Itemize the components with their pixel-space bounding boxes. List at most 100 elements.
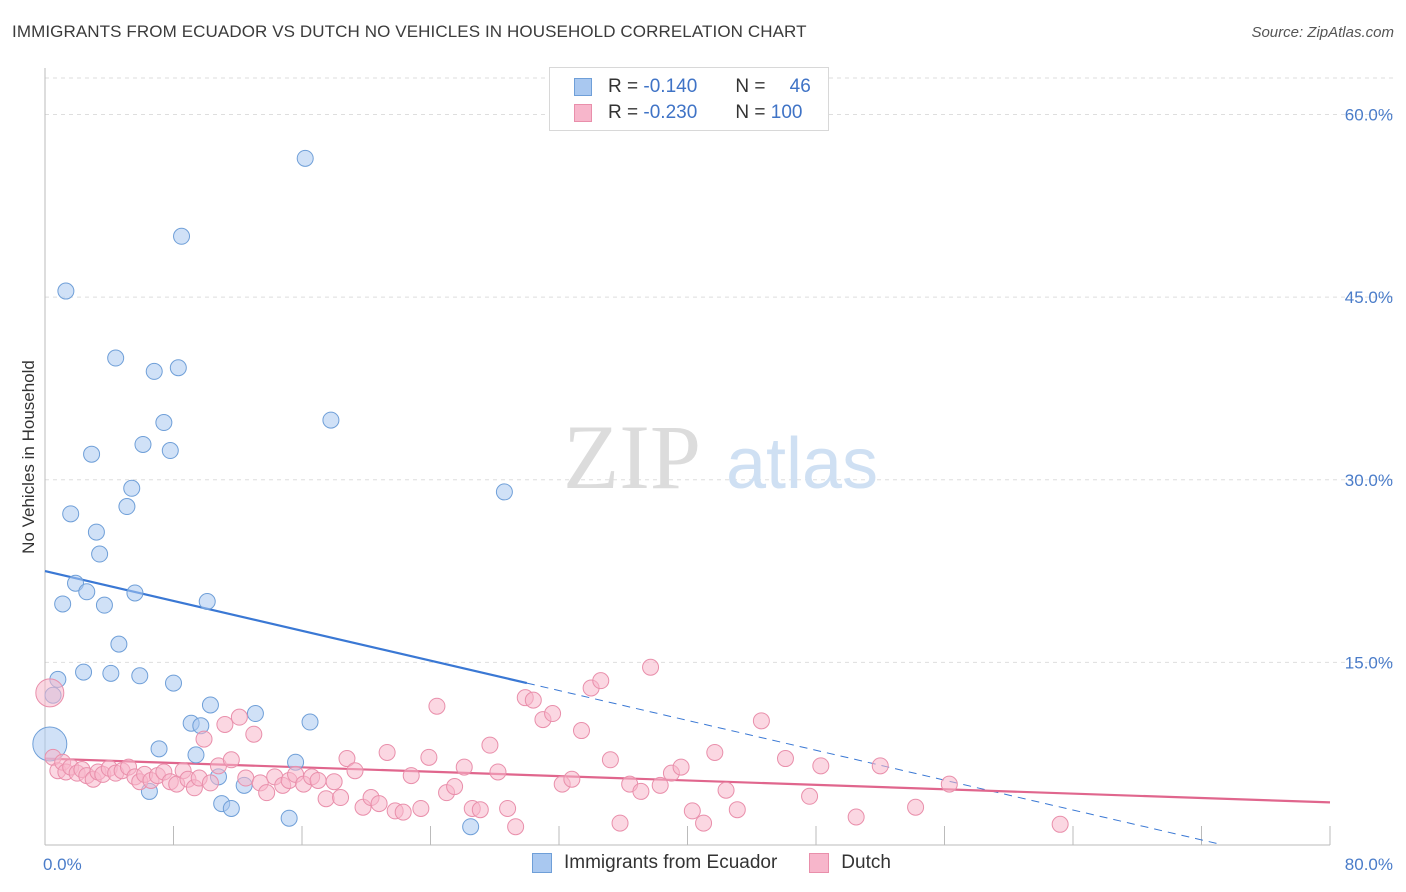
point-ecuador bbox=[495, 483, 513, 501]
point-dutch bbox=[378, 743, 396, 761]
point-dutch bbox=[801, 787, 819, 805]
x-tick-label: 0.0% bbox=[43, 855, 82, 874]
y-axis-label: No Vehicles in Household bbox=[19, 360, 38, 554]
point-ecuador bbox=[169, 359, 187, 377]
point-dutch bbox=[222, 751, 240, 769]
point-ecuador bbox=[165, 674, 182, 692]
point-dutch bbox=[776, 750, 794, 768]
watermark-zip: ZIP bbox=[563, 406, 701, 508]
grid-lines bbox=[45, 77, 1395, 663]
y-tick-label: 15.0% bbox=[1345, 653, 1393, 672]
point-dutch bbox=[695, 814, 713, 832]
bottom-legend-label: Dutch bbox=[841, 852, 891, 873]
point-dutch bbox=[611, 814, 629, 832]
point-dutch bbox=[446, 778, 464, 796]
point-ecuador bbox=[198, 593, 216, 611]
point-dutch bbox=[455, 758, 473, 776]
point-dutch bbox=[325, 773, 343, 791]
point-ecuador bbox=[246, 705, 264, 723]
point-dutch bbox=[402, 767, 420, 785]
data-points bbox=[32, 149, 1069, 836]
point-dutch bbox=[481, 736, 499, 754]
point-dutch bbox=[871, 757, 889, 775]
point-dutch bbox=[370, 795, 388, 813]
tick-labels: 15.0% 30.0% 45.0% 60.0% 0.0% 80.0% bbox=[43, 106, 1393, 874]
bottom-legend-item-ecuador[interactable]: Immigrants from Ecuador bbox=[532, 852, 777, 874]
point-ecuador bbox=[296, 149, 314, 167]
chart-title: IMMIGRANTS FROM ECUADOR VS DUTCH NO VEHI… bbox=[12, 22, 807, 41]
point-ecuador bbox=[322, 411, 340, 429]
point-ecuador bbox=[145, 362, 163, 380]
point-dutch bbox=[507, 818, 525, 836]
point-dutch bbox=[907, 798, 925, 816]
legend-n-label: N = bbox=[735, 76, 766, 97]
point-dutch bbox=[309, 771, 327, 789]
x-tick-label: 80.0% bbox=[1345, 855, 1393, 874]
point-ecuador bbox=[123, 479, 141, 497]
trend-lines bbox=[44, 569, 1331, 845]
chart-source: Source: ZipAtlas.com bbox=[1251, 24, 1394, 41]
point-ecuador bbox=[134, 435, 152, 453]
legend-swatch-dutch bbox=[574, 104, 592, 122]
point-ecuador bbox=[91, 545, 109, 563]
bottom-legend-label: Immigrants from Ecuador bbox=[564, 852, 778, 873]
point-dutch bbox=[706, 743, 724, 761]
point-dutch bbox=[651, 776, 669, 794]
legend-box: R = -0.140 N = 46 R = -0.230 N = 100 bbox=[549, 67, 829, 131]
point-dutch bbox=[672, 758, 690, 776]
point-dutch bbox=[642, 658, 660, 676]
point-ecuador bbox=[54, 595, 72, 613]
legend-row-dutch: R = -0.230 N = 100 bbox=[574, 100, 811, 126]
point-ecuador bbox=[118, 498, 136, 516]
point-ecuador bbox=[301, 713, 319, 731]
point-ecuador bbox=[67, 574, 85, 592]
point-ecuador bbox=[62, 505, 80, 523]
point-ecuador bbox=[78, 583, 96, 601]
point-dutch bbox=[499, 799, 517, 817]
bottom-legend-item-dutch[interactable]: Dutch bbox=[809, 852, 891, 874]
trend-line-dutch bbox=[44, 757, 1331, 804]
legend-row-ecuador: R = -0.140 N = 46 bbox=[574, 74, 811, 100]
point-dutch bbox=[394, 803, 412, 821]
point-ecuador bbox=[95, 596, 113, 614]
point-dutch bbox=[332, 789, 350, 807]
axes bbox=[44, 68, 1331, 846]
point-ecuador bbox=[462, 818, 480, 836]
point-ecuador bbox=[161, 442, 179, 460]
point-ecuador bbox=[150, 740, 168, 758]
point-ecuador bbox=[83, 445, 101, 463]
point-ecuador bbox=[57, 282, 75, 300]
point-dutch bbox=[632, 782, 650, 800]
point-dutch bbox=[601, 751, 619, 769]
point-dutch bbox=[717, 781, 735, 799]
point-dutch bbox=[346, 762, 364, 780]
point-ecuador bbox=[87, 523, 105, 541]
y-tick-label: 30.0% bbox=[1345, 471, 1393, 490]
point-dutch bbox=[201, 774, 219, 792]
point-ecuador bbox=[126, 584, 144, 602]
point-dutch bbox=[237, 769, 255, 787]
legend-n-value: 100 bbox=[770, 102, 803, 123]
point-dutch bbox=[230, 708, 248, 726]
point-dutch bbox=[940, 775, 958, 793]
point-dutch bbox=[592, 672, 610, 690]
point-dutch bbox=[1051, 815, 1069, 833]
point-dutch bbox=[544, 705, 562, 723]
legend-r-label: R = bbox=[608, 102, 639, 123]
point-ecuador bbox=[173, 227, 191, 245]
point-ecuador bbox=[107, 349, 125, 367]
y-tick-label: 60.0% bbox=[1345, 106, 1393, 125]
bottom-legend: Immigrants from Ecuador Dutch bbox=[532, 852, 923, 874]
watermark-atlas: atlas bbox=[726, 424, 878, 504]
point-ecuador bbox=[187, 746, 205, 764]
point-dutch bbox=[489, 763, 507, 781]
legend-r-label: R = bbox=[608, 76, 639, 97]
legend-n-value: 46 bbox=[789, 76, 811, 97]
point-dutch bbox=[258, 784, 276, 802]
point-dutch bbox=[317, 790, 335, 808]
point-dutch bbox=[35, 678, 65, 708]
point-dutch bbox=[245, 725, 263, 743]
point-dutch bbox=[563, 770, 581, 788]
point-dutch bbox=[572, 722, 590, 740]
